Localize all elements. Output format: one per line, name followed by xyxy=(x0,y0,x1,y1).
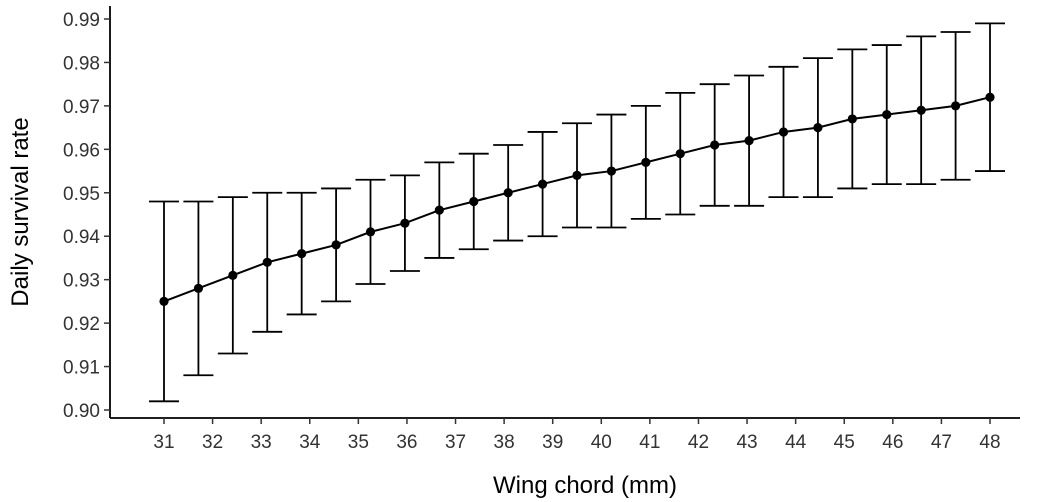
data-point xyxy=(331,240,341,250)
x-tick-label: 46 xyxy=(882,432,903,453)
plot-area xyxy=(149,22,1005,403)
data-point xyxy=(675,149,685,159)
x-tick-label: 43 xyxy=(736,432,757,453)
y-tick-label: 0.90 xyxy=(63,401,100,422)
x-tick-label: 35 xyxy=(348,432,369,453)
data-point xyxy=(434,205,444,215)
data-point xyxy=(847,114,857,124)
y-tick-label: 0.91 xyxy=(63,358,100,379)
y-tick-label: 0.94 xyxy=(63,227,100,248)
y-tick-label: 0.92 xyxy=(63,314,100,335)
x-tick-label: 42 xyxy=(688,432,709,453)
data-point xyxy=(228,270,238,280)
x-tick-label: 47 xyxy=(931,432,952,453)
y-tick-label: 0.95 xyxy=(63,184,100,205)
data-point xyxy=(882,109,892,120)
y-tick-label: 0.99 xyxy=(63,10,100,31)
y-tick-label: 0.96 xyxy=(63,140,100,161)
x-tick-label: 38 xyxy=(494,432,515,453)
y-tick-label: 0.98 xyxy=(63,53,100,74)
data-point xyxy=(744,136,754,146)
data-point xyxy=(537,179,548,189)
data-point xyxy=(159,296,169,306)
x-tick-label: 37 xyxy=(445,432,466,453)
data-point xyxy=(297,249,307,259)
data-point xyxy=(572,170,582,180)
data-point xyxy=(606,166,617,176)
data-point xyxy=(641,157,651,167)
data-point xyxy=(813,123,823,133)
data-point xyxy=(710,140,720,150)
x-axis-title: Wing chord (mm) xyxy=(493,472,677,499)
x-tick-label: 33 xyxy=(251,432,272,453)
x-tick-label: 44 xyxy=(785,432,807,453)
x-tick-label: 34 xyxy=(299,432,321,453)
x-tick-label: 39 xyxy=(542,432,563,453)
x-tick-label: 32 xyxy=(202,432,223,453)
data-point xyxy=(916,105,926,115)
x-tick-label: 31 xyxy=(153,432,174,453)
y-tick-label: 0.97 xyxy=(63,97,100,118)
y-tick-label: 0.93 xyxy=(63,271,100,292)
data-point xyxy=(469,196,479,207)
data-point xyxy=(193,283,204,293)
data-point xyxy=(365,227,376,237)
data-point xyxy=(985,92,995,102)
x-tick-label: 45 xyxy=(834,432,855,453)
x-tick-label: 41 xyxy=(639,432,660,453)
x-tick-label: 48 xyxy=(979,432,1000,453)
data-point xyxy=(950,101,961,111)
data-point xyxy=(262,257,272,267)
axes: 0.90 0.91 0.92 0.93 0.94 0.95 0.96 0.97 0.98 0.99… xyxy=(63,6,1020,453)
x-tick-label: 36 xyxy=(396,432,417,453)
data-point xyxy=(503,188,513,198)
data-point xyxy=(400,218,410,228)
x-tick-label: 40 xyxy=(591,432,612,453)
data-point xyxy=(778,127,789,137)
y-axis-title: Daily survival rate xyxy=(7,117,34,306)
